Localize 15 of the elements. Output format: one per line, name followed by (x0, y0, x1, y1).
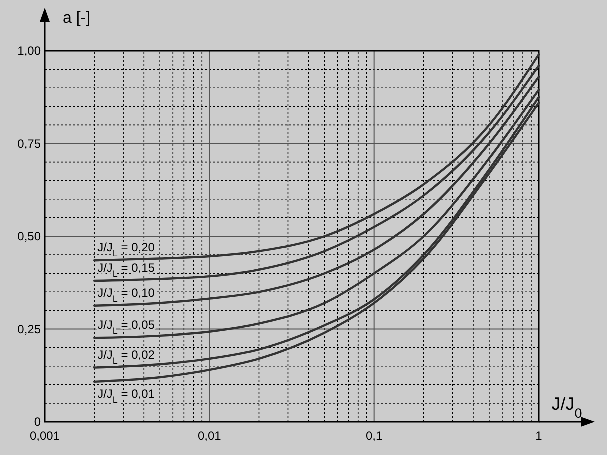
y-tick-label: 0,25 (18, 322, 42, 336)
series-label: J/J$_{L}$ = 0,01 (98, 386, 156, 405)
series-label: J/J$_{L}$ = 0,20 (98, 240, 156, 259)
y-tick-label: 0 (34, 415, 42, 429)
series-label: J/J$_{L}$ = 0,15 (98, 261, 156, 280)
y-tick-label: 0,50 (18, 230, 42, 244)
x-axis-title: J/J$_{0}$ (552, 394, 582, 420)
y-tick-label: 0,75 (18, 136, 42, 151)
x-tick-label: 1 (536, 429, 543, 443)
x-tick-label: 0,001 (30, 429, 60, 443)
y-tick-label: 1,00 (18, 44, 42, 58)
y-axis-title: a [-] (63, 10, 91, 27)
x-tick-label: 0,01 (198, 429, 222, 443)
x-tick-label: 0,1 (366, 429, 383, 443)
series-label: J/J$_{L}$ = 0,02 (98, 348, 156, 366)
